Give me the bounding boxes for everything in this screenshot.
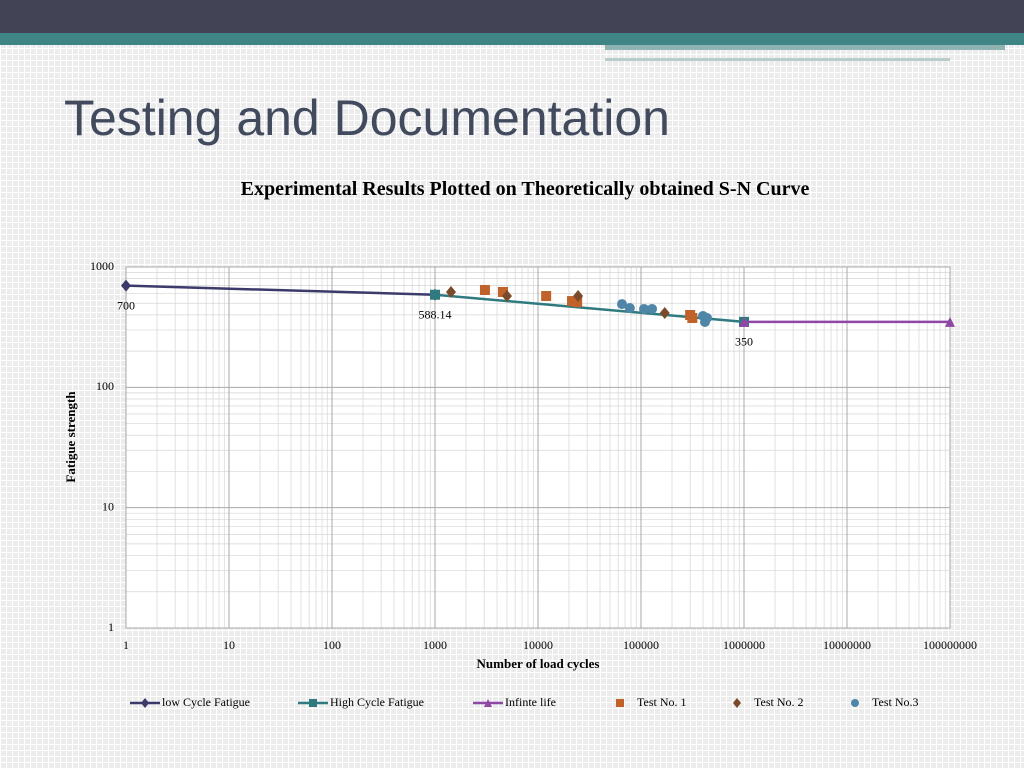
y-tick-label: 1000 (90, 259, 114, 273)
x-tick-label: 10 (223, 638, 235, 652)
legend-label: low Cycle Fatigue (162, 695, 250, 709)
line-marker (121, 279, 131, 292)
line-marker (430, 289, 440, 300)
data-point (501, 290, 512, 303)
chart-title-box: Experimental Results Plotted on Theoreti… (240, 178, 810, 200)
x-axis-label: Number of load cycles (477, 656, 600, 671)
top-bar (0, 0, 1024, 33)
data-point (541, 291, 552, 302)
data-point (624, 303, 635, 314)
legend-marker (309, 699, 317, 707)
teal-band (0, 33, 1024, 45)
legend-label: High Cycle Fatigue (330, 695, 424, 709)
x-tick-label: 1 (123, 638, 129, 652)
chart-title: Experimental Results Plotted on Theoreti… (240, 178, 810, 200)
data-point (573, 290, 584, 303)
line-marker (739, 316, 749, 327)
legend-label: Test No.3 (872, 695, 919, 709)
band-accent (605, 58, 950, 61)
data-point (687, 312, 698, 323)
data-point (659, 306, 670, 319)
x-tick-label: 100000 (623, 638, 659, 652)
legend-marker (141, 698, 149, 708)
data-point (702, 312, 713, 323)
legend-marker (616, 699, 624, 707)
band-accent (605, 45, 1005, 50)
x-tick-label: 100000000 (923, 638, 977, 652)
legend-label: Infinte life (505, 695, 556, 709)
data-point (572, 297, 583, 308)
y-tick-label: 10 (102, 499, 114, 513)
data-point (479, 284, 490, 295)
series-line (125, 284, 436, 296)
x-tick-label: 1000000 (723, 638, 765, 652)
data-point (445, 285, 456, 298)
x-tick-label: 100 (323, 638, 341, 652)
legend-label: Test No. 2 (754, 695, 804, 709)
data-point (647, 303, 658, 314)
slide-title: Testing and Documentation (64, 90, 670, 146)
data-point (567, 296, 578, 307)
data-label: 700 (117, 298, 135, 312)
data-point (639, 303, 650, 314)
x-tick-label: 10000 (523, 638, 553, 652)
data-point (497, 286, 508, 297)
data-point (617, 299, 628, 310)
line-marker (945, 316, 955, 327)
legend-label: Test No. 1 (637, 695, 687, 709)
x-tick-label: 1000 (423, 638, 447, 652)
y-axis-label: Fatigue strength (63, 391, 78, 483)
y-tick-label: 100 (96, 379, 114, 393)
legend-marker (484, 699, 492, 707)
data-label: 350 (735, 335, 753, 349)
x-tick-label: 10000000 (823, 638, 871, 652)
y-tick-label: 1 (108, 620, 114, 634)
legend-marker (851, 699, 859, 707)
legend-marker (733, 698, 741, 708)
data-label: 588.14 (419, 307, 452, 321)
